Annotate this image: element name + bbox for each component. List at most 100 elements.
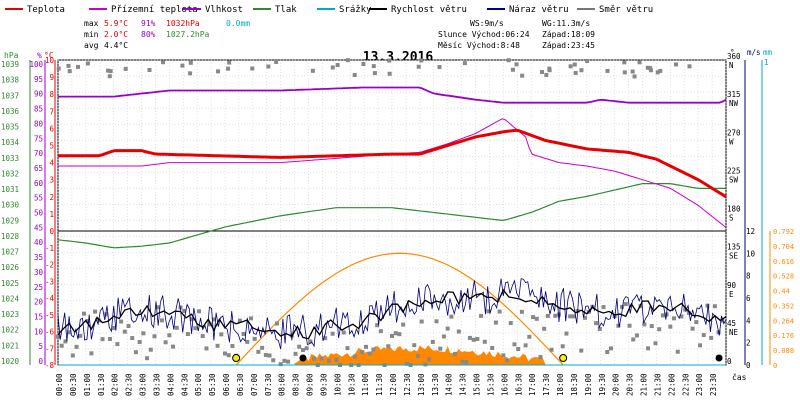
- x-tick-label: 15:30: [486, 373, 495, 396]
- hpa-tick-label: 1038: [1, 76, 20, 85]
- wind-direction-point: [274, 59, 279, 64]
- wind-direction-point: [188, 71, 193, 76]
- wind-direction-point: [657, 327, 662, 332]
- wind-direction-point: [223, 351, 227, 356]
- wind-direction-point: [464, 359, 469, 364]
- dir-tick-label: 180: [727, 205, 741, 214]
- wind-direction-point: [479, 313, 484, 318]
- wind-direction-point: [506, 58, 511, 63]
- wind-direction-point: [252, 336, 257, 341]
- wind-direction-point: [85, 61, 90, 66]
- wind-direction-point: [648, 68, 653, 73]
- wind-direction-point: [345, 346, 350, 351]
- pct-tick-label: 80: [34, 119, 44, 128]
- c-tick-label: -1: [45, 244, 54, 253]
- ms-axis-title: m/s: [747, 48, 761, 57]
- wind-direction-point: [560, 344, 565, 349]
- wind-direction-point: [141, 331, 146, 336]
- x-tick-label: 03:30: [152, 373, 161, 396]
- wind-direction-point: [107, 74, 112, 79]
- pct-tick-label: 85: [34, 105, 43, 114]
- wind-direction-point: [216, 69, 221, 74]
- wind-direction-point: [497, 309, 502, 314]
- pct-tick-label: 70: [34, 149, 44, 158]
- wind-direction-point: [250, 66, 255, 71]
- wind-direction-point: [597, 326, 602, 331]
- wind-direction-point: [93, 309, 98, 314]
- ms-tick-label: 2: [746, 339, 751, 348]
- wind-direction-point: [527, 334, 532, 339]
- wind-direction-point: [123, 66, 128, 71]
- x-tick-label: 03:00: [139, 373, 148, 396]
- hpa-tick-label: 1020: [1, 357, 20, 366]
- wind-direction-point: [260, 345, 265, 350]
- wind-direction-point: [360, 350, 365, 355]
- hpa-tick-label: 1023: [1, 310, 19, 319]
- legend-label: Rychlost větru: [391, 5, 467, 15]
- rain-top-label: 1: [764, 58, 769, 67]
- series-layer: [56, 58, 727, 367]
- pct-tick-label: 15: [34, 312, 43, 321]
- wind-direction-point: [631, 337, 636, 342]
- wind-direction-point: [582, 315, 587, 320]
- stat-wind-gust: WG:11.3m/s: [542, 19, 590, 28]
- hpa-tick-label: 1022: [1, 326, 19, 335]
- wind-direction-point: [266, 64, 271, 69]
- wind-direction-point: [56, 334, 60, 339]
- hpa-axis-title: hPa: [4, 51, 19, 60]
- moonrise-marker: [299, 354, 307, 362]
- hpa-tick-label: 1024: [1, 294, 20, 303]
- c-tick-label: -5: [45, 311, 54, 320]
- wind-direction-point: [323, 336, 328, 341]
- wind-direction-point: [627, 323, 632, 328]
- dir-name-label: NE: [729, 328, 739, 337]
- wind-direction-point: [263, 352, 268, 357]
- x-tick-label: 22:30: [681, 373, 690, 396]
- ms-tick-label: 4: [746, 316, 751, 325]
- wind-direction-point: [226, 353, 231, 358]
- hpa-tick-label: 1031: [1, 185, 19, 194]
- wind-direction-point: [167, 333, 172, 338]
- wind-direction-point: [278, 362, 283, 367]
- pct-tick-label: 30: [34, 268, 44, 277]
- x-tick-label: 22:00: [667, 373, 676, 396]
- mm-tick-label: 0.528: [773, 273, 794, 281]
- x-tick-label: 10:00: [333, 373, 342, 396]
- wind-direction-point: [248, 316, 253, 321]
- wind-direction-point: [171, 344, 176, 349]
- stat-avg-temp: 4.4°C: [104, 41, 128, 50]
- wind-direction-point: [605, 68, 610, 73]
- dir-tick-label: 270: [727, 128, 741, 137]
- x-tick-label: 20:00: [612, 373, 621, 396]
- wind-direction-point: [547, 66, 552, 71]
- pct-tick-label: 10: [34, 327, 44, 336]
- wind-direction-point: [579, 68, 584, 73]
- c-tick-label: -2: [45, 261, 54, 270]
- stat-sunset: Západ:18:09: [542, 30, 595, 39]
- x-axis: 00:00 00:30 01:00 01:30 02:00 02:30 03:00 03:30…: [55, 372, 747, 396]
- wind-direction-point: [148, 347, 153, 352]
- pct-tick-label: 100: [29, 60, 43, 69]
- mm-tick-label: 0: [773, 362, 777, 370]
- wind-direction-point: [367, 351, 372, 356]
- c-tick-label: 2: [49, 193, 54, 202]
- x-tick-label: 05:00: [194, 373, 203, 396]
- wind-direction-point: [193, 326, 198, 331]
- wind-direction-point: [705, 303, 710, 308]
- wind-direction-point: [679, 314, 684, 319]
- wind-direction-point: [486, 309, 491, 314]
- wind-direction-point: [371, 347, 376, 352]
- wind-direction-point: [107, 336, 112, 341]
- wind-direction-point: [564, 331, 569, 336]
- wind-direction-point: [326, 358, 331, 363]
- mm-tick-label: 0.264: [773, 317, 794, 325]
- hpa-tick-label: 1025: [1, 279, 19, 288]
- wind-direction-point: [119, 319, 124, 324]
- x-tick-label: 02:00: [111, 373, 120, 396]
- wind-direction-point: [630, 69, 635, 74]
- wind-direction-point: [215, 343, 220, 348]
- wind-direction-point: [475, 336, 480, 341]
- pct-tick-label: 50: [34, 209, 44, 218]
- wind-direction-point: [274, 321, 279, 326]
